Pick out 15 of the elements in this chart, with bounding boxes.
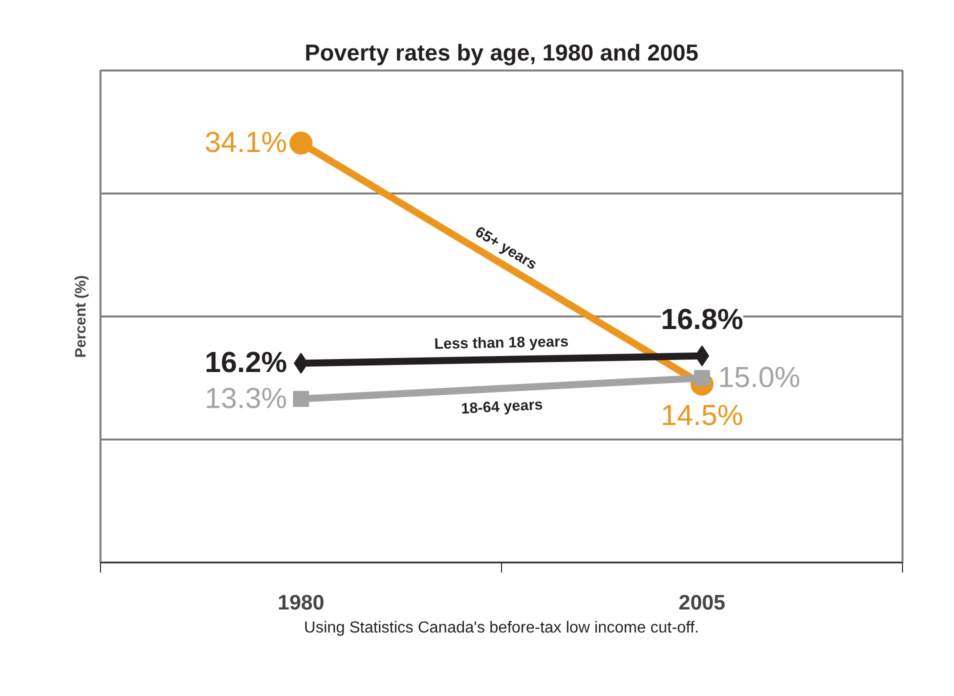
data-label: 15.0% — [718, 362, 800, 394]
data-label: 14.5% — [660, 400, 744, 432]
chart-title: Poverty rates by age, 1980 and 2005 — [304, 40, 699, 66]
point — [290, 132, 312, 155]
series-label: 18-64 years — [460, 396, 544, 418]
point — [293, 390, 309, 407]
data-label: 34.1% — [204, 127, 288, 160]
x-tick-label: 2005 — [678, 592, 726, 614]
text: Using Statistics Canada's before-tax low income cut-off. — [304, 620, 699, 636]
data-label: 16.2% — [204, 347, 288, 380]
x-tick-label: 1980 — [278, 592, 324, 614]
data-label: 16.8% — [660, 304, 744, 336]
y-axis-title: Percent (%) — [72, 275, 90, 358]
series-label: Less than 18 years — [434, 333, 569, 353]
data-label: 13.3% — [204, 382, 288, 415]
